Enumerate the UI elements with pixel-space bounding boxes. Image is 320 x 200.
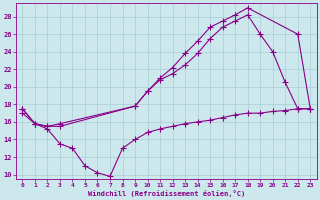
X-axis label: Windchill (Refroidissement éolien,°C): Windchill (Refroidissement éolien,°C) [88,190,245,197]
